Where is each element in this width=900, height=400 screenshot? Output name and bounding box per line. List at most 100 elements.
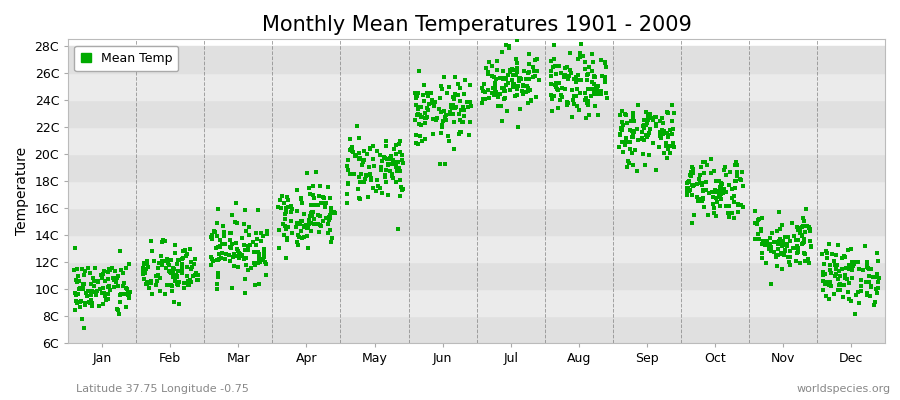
Point — [367, 163, 382, 170]
Point — [444, 102, 458, 109]
Point — [796, 215, 810, 222]
Point — [365, 184, 380, 191]
Point — [816, 268, 831, 275]
Point — [440, 90, 454, 96]
Point — [418, 136, 432, 142]
Point — [531, 76, 545, 83]
Point — [304, 220, 319, 226]
Point — [576, 53, 590, 59]
Point — [615, 119, 629, 125]
Point — [166, 274, 180, 281]
Point — [156, 257, 170, 264]
Point — [567, 93, 581, 99]
Point — [420, 114, 435, 120]
Point — [860, 292, 875, 298]
Point — [137, 267, 151, 273]
Point — [169, 274, 184, 280]
Point — [387, 159, 401, 165]
Point — [684, 169, 698, 176]
Point — [185, 273, 200, 279]
Point — [85, 297, 99, 303]
Point — [409, 132, 423, 138]
Point — [77, 268, 92, 274]
Point — [557, 74, 572, 80]
Point — [489, 89, 503, 95]
Point — [748, 220, 762, 227]
Point — [411, 121, 426, 128]
Point — [612, 144, 626, 150]
Point — [150, 278, 165, 284]
Point — [861, 273, 876, 280]
Point — [272, 245, 286, 252]
Point — [770, 252, 785, 258]
Point — [509, 86, 524, 92]
Point — [371, 183, 385, 189]
Point — [662, 134, 676, 140]
Point — [340, 190, 355, 197]
Point — [850, 259, 865, 266]
Point — [413, 121, 428, 128]
Point — [515, 88, 529, 94]
Point — [68, 298, 83, 304]
Point — [646, 140, 661, 146]
Point — [502, 67, 517, 73]
Point — [580, 76, 594, 83]
Point — [96, 300, 111, 307]
Point — [755, 215, 770, 221]
Point — [222, 237, 237, 243]
Point — [452, 111, 466, 118]
Point — [622, 160, 636, 167]
Point — [774, 251, 788, 258]
Point — [830, 262, 844, 268]
Point — [803, 228, 817, 234]
Point — [137, 276, 151, 282]
Point — [191, 277, 205, 283]
Point — [409, 95, 423, 101]
Point — [85, 302, 99, 309]
Point — [506, 72, 520, 78]
Point — [147, 258, 161, 264]
Point — [493, 103, 508, 109]
Point — [822, 296, 836, 302]
Point — [574, 41, 589, 48]
Point — [751, 217, 765, 223]
Point — [153, 274, 167, 281]
Point — [71, 291, 86, 297]
Point — [770, 246, 785, 252]
Point — [451, 81, 465, 87]
Point — [589, 87, 603, 94]
Point — [648, 114, 662, 120]
Point — [795, 240, 809, 247]
Point — [68, 307, 83, 313]
Point — [170, 282, 184, 288]
Point — [484, 90, 499, 96]
Point — [425, 97, 439, 103]
Point — [829, 271, 843, 277]
Point — [842, 265, 856, 272]
Point — [779, 241, 794, 247]
Point — [698, 158, 713, 165]
Point — [695, 180, 709, 186]
Point — [734, 176, 749, 183]
Point — [222, 244, 237, 250]
Point — [687, 182, 701, 189]
Point — [234, 235, 248, 241]
Point — [506, 83, 520, 90]
Point — [172, 278, 186, 285]
Point — [852, 300, 867, 306]
Point — [840, 276, 854, 282]
Point — [343, 136, 357, 142]
Point — [242, 232, 256, 238]
Point — [231, 249, 246, 256]
Point — [410, 93, 424, 99]
Point — [459, 99, 473, 105]
Point — [255, 257, 269, 264]
Point — [163, 269, 177, 276]
Point — [343, 171, 357, 177]
Point — [681, 184, 696, 191]
Point — [714, 191, 728, 198]
Point — [662, 132, 676, 138]
Point — [87, 283, 102, 290]
Point — [710, 199, 724, 206]
Point — [409, 92, 423, 99]
